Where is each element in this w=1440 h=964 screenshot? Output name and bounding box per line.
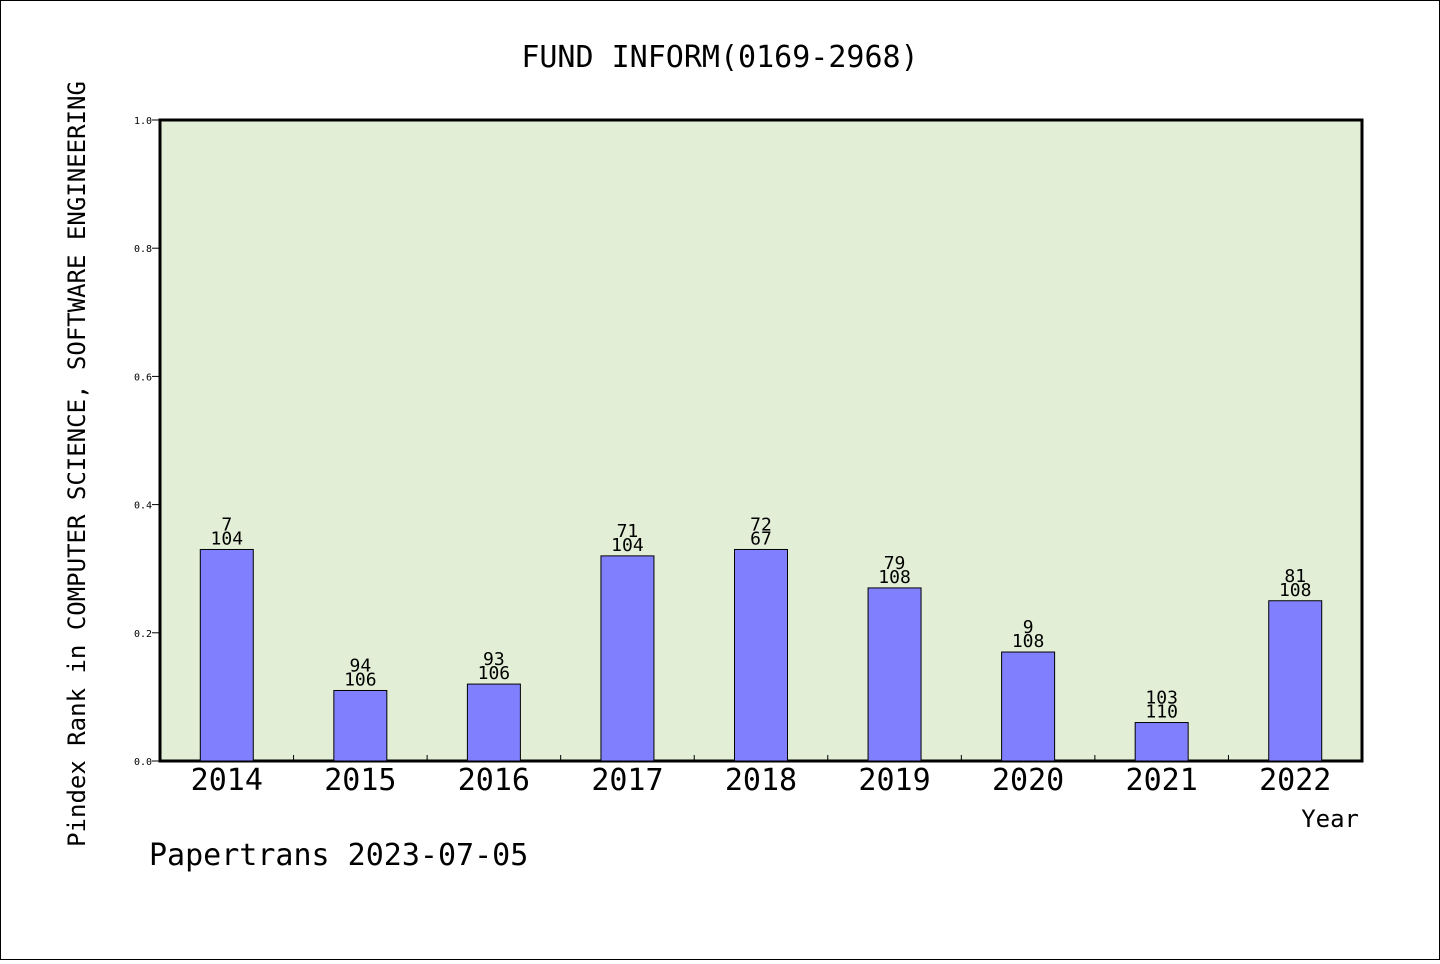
- bar: [867, 587, 922, 762]
- x-tick-label: 2020: [992, 763, 1064, 798]
- x-tick-label: 2016: [458, 763, 530, 798]
- bar-label-top: 72: [750, 514, 772, 535]
- bar-label-bottom: 106: [478, 663, 511, 684]
- bar-label-bottom: 104: [211, 528, 244, 549]
- bar-label-top: 9: [1023, 617, 1034, 638]
- bars-group: 7104941069310671104726779108910810311081…: [199, 514, 1323, 762]
- x-tick-label: 2019: [858, 763, 930, 798]
- y-tick-label: 1.0: [134, 116, 152, 127]
- bar-label-bottom: 104: [611, 535, 644, 556]
- bar-label-top: 71: [617, 521, 639, 542]
- footer-text: Papertrans 2023-07-05: [149, 838, 528, 873]
- y-axis: 0.0 0.2 0.4 0.6 0.8 1.0: [134, 116, 160, 768]
- bar: [466, 683, 521, 762]
- x-tick-label: 2014: [191, 763, 263, 798]
- bar-label-top: 94: [349, 655, 371, 676]
- x-tick-label: 2017: [591, 763, 663, 798]
- x-axis: 2014 2015 2016 2017 2018 2019 2020 2021 2022: [191, 755, 1331, 798]
- x-axis-label: Year: [1301, 805, 1359, 833]
- y-tick-label: 0.2: [134, 629, 152, 640]
- bar-label-bottom: 106: [344, 669, 377, 690]
- bar: [1268, 600, 1323, 762]
- bar: [1001, 651, 1056, 762]
- bar-label-bottom: 108: [1012, 631, 1045, 652]
- bar: [734, 548, 788, 762]
- x-tick-label: 2018: [725, 763, 797, 798]
- y-tick-label: 0.8: [134, 244, 152, 255]
- bar-label-bottom: 108: [878, 567, 911, 588]
- x-tick-label: 2022: [1259, 763, 1331, 798]
- x-tick-label: 2015: [324, 763, 396, 798]
- y-tick-label: 0.4: [134, 501, 152, 512]
- y-tick-label: 0.0: [134, 757, 152, 768]
- bar-label-bottom: 67: [750, 528, 772, 549]
- y-axis-label: Pindex Rank in COMPUTER SCIENCE, SOFTWAR…: [63, 81, 91, 847]
- bar-label-top: 7: [221, 514, 232, 535]
- bar-label-top: 93: [483, 649, 505, 670]
- x-tick-label: 2021: [1126, 763, 1198, 798]
- bar: [1134, 722, 1189, 762]
- bar-label-bottom: 108: [1279, 580, 1312, 601]
- bar-label-bottom: 110: [1145, 702, 1178, 723]
- y-tick-label: 0.6: [134, 372, 152, 383]
- bar-label-top: 81: [1284, 566, 1306, 587]
- chart-title: FUND INFORM(0169-2968): [521, 40, 918, 75]
- bar: [600, 555, 655, 762]
- bar-label-top: 79: [884, 553, 906, 574]
- bar: [199, 548, 254, 762]
- bar: [333, 689, 388, 762]
- bar-label-top: 103: [1145, 688, 1178, 709]
